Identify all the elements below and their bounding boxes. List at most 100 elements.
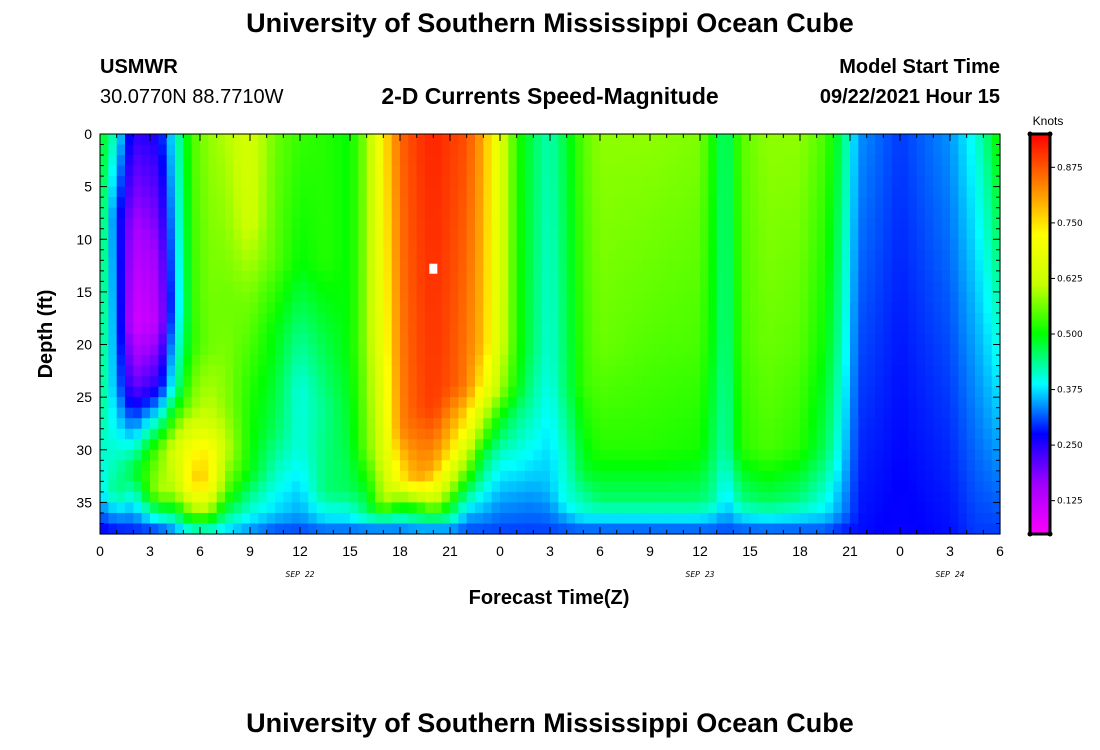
heatmap-cell bbox=[625, 312, 634, 325]
heatmap-cell bbox=[558, 439, 568, 451]
heatmap-cell bbox=[608, 481, 618, 493]
heatmap-cell bbox=[683, 186, 693, 198]
heatmap-cell bbox=[150, 523, 159, 535]
heatmap-cell bbox=[450, 481, 459, 493]
heatmap-cell bbox=[433, 176, 443, 188]
heatmap-cell bbox=[125, 460, 134, 472]
heatmap-cell bbox=[550, 481, 559, 493]
heatmap-cell bbox=[250, 165, 259, 177]
heatmap-cell bbox=[408, 197, 418, 209]
heatmap-cell bbox=[491, 155, 501, 167]
heatmap-cell bbox=[891, 470, 901, 482]
heatmap-cell bbox=[383, 418, 393, 430]
heatmap-cell bbox=[775, 228, 784, 240]
heatmap-cell bbox=[200, 155, 209, 167]
heatmap-cell bbox=[450, 218, 459, 230]
heatmap-cell bbox=[408, 386, 418, 398]
heatmap-cell bbox=[633, 418, 643, 430]
heatmap-cell bbox=[883, 207, 893, 219]
heatmap-cell bbox=[383, 197, 393, 209]
heatmap-cell bbox=[425, 249, 434, 261]
heatmap-cell bbox=[133, 302, 143, 314]
heatmap-cell bbox=[350, 155, 359, 167]
heatmap-cell bbox=[200, 428, 209, 440]
heatmap-cell bbox=[716, 470, 726, 482]
heatmap-cell bbox=[133, 470, 143, 482]
heatmap-cell bbox=[641, 344, 651, 356]
heatmap-cell bbox=[275, 523, 284, 535]
heatmap-cell bbox=[200, 312, 209, 325]
heatmap-cell bbox=[450, 386, 459, 398]
heatmap-cell bbox=[325, 418, 334, 430]
heatmap-cell bbox=[225, 260, 234, 272]
heatmap-cell bbox=[341, 186, 351, 198]
heatmap-cell bbox=[441, 323, 451, 335]
heatmap-cell bbox=[116, 134, 126, 146]
heatmap-cell bbox=[583, 207, 593, 219]
heatmap-cell bbox=[850, 449, 859, 461]
heatmap-cell bbox=[833, 270, 843, 282]
heatmap-cell bbox=[533, 260, 543, 272]
heatmap-cell bbox=[500, 281, 509, 293]
heatmap-cell bbox=[725, 270, 734, 282]
heatmap-cell bbox=[558, 176, 568, 188]
heatmap-cell bbox=[866, 239, 876, 251]
heatmap-cell bbox=[725, 249, 734, 261]
heatmap-cell bbox=[366, 470, 376, 482]
heatmap-cell bbox=[800, 260, 809, 272]
heatmap-cell bbox=[316, 523, 326, 535]
heatmap-cell bbox=[400, 481, 409, 493]
heatmap-cell bbox=[775, 439, 784, 451]
heatmap-cell bbox=[441, 165, 451, 177]
heatmap-cell bbox=[550, 344, 559, 356]
heatmap-cell bbox=[166, 439, 176, 451]
heatmap-cell bbox=[858, 344, 868, 356]
heatmap-cell bbox=[866, 481, 876, 493]
heatmap-cell bbox=[608, 302, 618, 314]
heatmap-cell bbox=[225, 134, 234, 146]
heatmap-cell bbox=[850, 239, 859, 251]
heatmap-cell bbox=[841, 397, 851, 409]
heatmap-cell bbox=[858, 407, 868, 419]
heatmap-cell bbox=[741, 449, 751, 461]
heatmap-cell bbox=[958, 481, 968, 493]
heatmap-cell bbox=[350, 397, 359, 409]
colorbar-tick-label: 0.750 bbox=[1057, 219, 1083, 229]
heatmap-cell bbox=[533, 302, 543, 314]
heatmap-cell bbox=[858, 512, 868, 525]
heatmap-cell bbox=[450, 228, 459, 240]
heatmap-cell bbox=[283, 239, 293, 251]
heatmap-cell bbox=[400, 397, 409, 409]
heatmap-cell bbox=[758, 439, 768, 451]
heatmap-cell bbox=[791, 281, 801, 293]
heatmap-cell bbox=[391, 218, 401, 230]
heatmap-cell bbox=[108, 302, 118, 314]
heatmap-cell bbox=[583, 376, 593, 388]
heatmap-cell bbox=[491, 428, 501, 440]
heatmap-cell bbox=[741, 323, 751, 335]
heatmap-cell bbox=[833, 144, 843, 156]
heatmap-cell bbox=[550, 439, 559, 451]
heatmap-cell bbox=[208, 376, 218, 388]
heatmap-cell bbox=[341, 355, 351, 367]
heatmap-cell bbox=[650, 460, 659, 472]
heatmap-cell bbox=[508, 155, 518, 167]
heatmap-cell bbox=[708, 260, 718, 272]
heatmap-cell bbox=[275, 270, 284, 282]
heatmap-cell bbox=[891, 176, 901, 188]
heatmap-cell bbox=[991, 281, 1001, 293]
heatmap-cell bbox=[908, 512, 918, 525]
heatmap-cell bbox=[333, 144, 343, 156]
heatmap-cell bbox=[100, 397, 109, 409]
heatmap-cell bbox=[808, 176, 818, 188]
heatmap-cell bbox=[483, 134, 493, 146]
heatmap-cell bbox=[683, 218, 693, 230]
heatmap-cell bbox=[783, 291, 793, 304]
heatmap-cell bbox=[758, 344, 768, 356]
heatmap-cell bbox=[808, 312, 818, 325]
heatmap-cell bbox=[883, 512, 893, 525]
heatmap-cell bbox=[941, 197, 951, 209]
heatmap-cell bbox=[616, 439, 626, 451]
heatmap-cell bbox=[400, 270, 409, 282]
heatmap-cell bbox=[966, 512, 976, 525]
